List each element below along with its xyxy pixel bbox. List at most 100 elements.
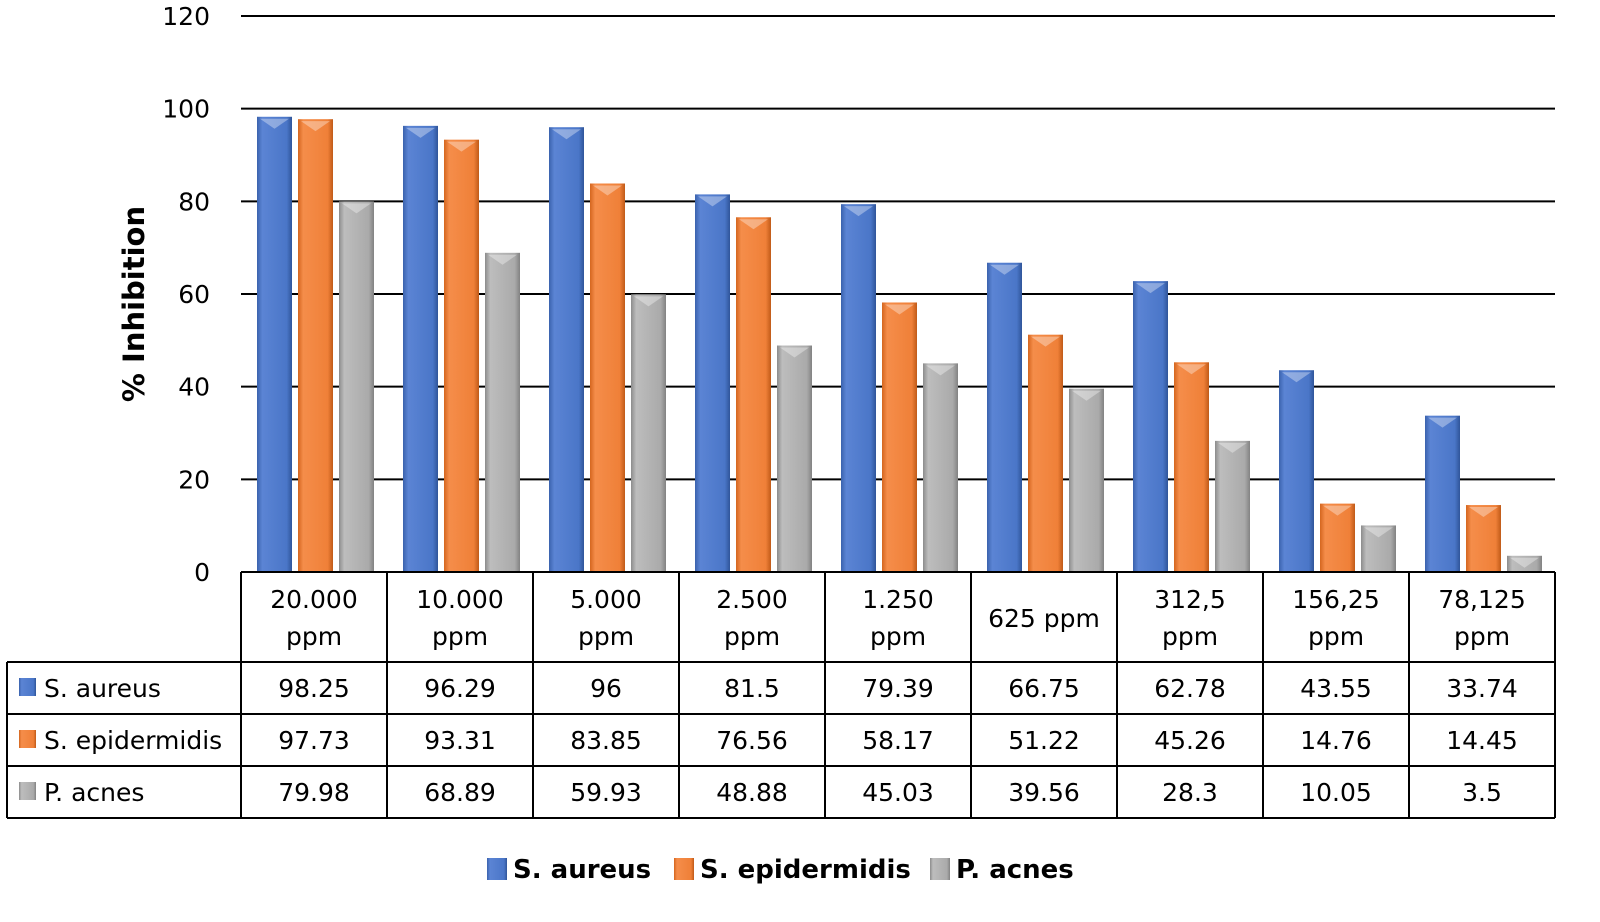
bar-s-aureus xyxy=(695,194,730,572)
bar-p-acnes xyxy=(1069,388,1104,572)
bar-p-acnes xyxy=(339,201,374,572)
bar-highlight xyxy=(1177,364,1206,375)
table-cell: 48.88 xyxy=(716,778,788,807)
bar-p-acnes xyxy=(1215,440,1250,572)
bar-highlight xyxy=(1364,527,1393,538)
bar-highlight xyxy=(1469,507,1498,518)
bar-s-aureus xyxy=(549,127,584,572)
table-cell: 93.31 xyxy=(424,726,496,755)
legend-entry: P. acnes xyxy=(956,855,1074,885)
bar-p-acnes xyxy=(631,294,666,572)
bar-s-aureus xyxy=(1133,281,1168,572)
bar-highlight xyxy=(698,196,727,207)
table-cell: 62.78 xyxy=(1154,674,1226,703)
x-category-label: ppm xyxy=(1308,622,1364,651)
bar-s-epidermidis xyxy=(1028,334,1063,572)
legend-key xyxy=(19,730,36,748)
x-category-label: 78,125 xyxy=(1438,585,1525,614)
bar-p-acnes xyxy=(1361,525,1396,572)
bar-highlight xyxy=(1072,390,1101,401)
table-cell: 96.29 xyxy=(424,674,496,703)
y-tick-label: 0 xyxy=(194,558,210,587)
table-cell: 45.26 xyxy=(1154,726,1226,755)
bar-highlight xyxy=(447,141,476,152)
table-row-label: P. acnes xyxy=(44,778,144,807)
y-tick-label: 80 xyxy=(178,187,210,216)
legend-entry: S. epidermidis xyxy=(700,855,911,885)
bar-highlight xyxy=(342,203,371,214)
bar-highlight xyxy=(1031,336,1060,347)
x-category-label: 1.250 xyxy=(862,585,934,614)
x-category-label: 5.000 xyxy=(570,585,642,614)
x-category-label: 20.000 xyxy=(270,585,357,614)
bar-p-acnes xyxy=(1507,555,1542,572)
bar-highlight xyxy=(1282,372,1311,383)
bar-highlight xyxy=(301,121,330,132)
table-cell: 14.45 xyxy=(1446,726,1518,755)
bar-s-aureus xyxy=(841,204,876,572)
y-tick-label: 60 xyxy=(178,280,210,309)
x-category-label: ppm xyxy=(286,622,342,651)
table-cell: 28.3 xyxy=(1162,778,1218,807)
x-category-label: 2.500 xyxy=(716,585,788,614)
bar-highlight xyxy=(1218,442,1247,453)
table-cell: 66.75 xyxy=(1008,674,1080,703)
table-cell: 33.74 xyxy=(1446,674,1518,703)
y-tick-label: 40 xyxy=(178,373,210,402)
table-cell: 3.5 xyxy=(1462,778,1502,807)
table-cell: 51.22 xyxy=(1008,726,1080,755)
table-row-label: S. epidermidis xyxy=(44,726,222,755)
table-cell: 79.39 xyxy=(862,674,934,703)
table-cell: 97.73 xyxy=(278,726,350,755)
bar-highlight xyxy=(1136,283,1165,294)
legend-key xyxy=(19,782,36,800)
bar-s-epidermidis xyxy=(1174,362,1209,572)
y-tick-label: 20 xyxy=(178,465,210,494)
bar-s-epidermidis xyxy=(444,139,479,572)
bar-s-aureus xyxy=(1279,370,1314,572)
x-category-label: ppm xyxy=(1454,622,1510,651)
bar-highlight xyxy=(488,254,517,265)
bar-highlight xyxy=(885,304,914,315)
table-cell: 58.17 xyxy=(862,726,934,755)
bar-s-epidermidis xyxy=(590,183,625,572)
legend-swatch xyxy=(930,858,950,880)
x-category-label: ppm xyxy=(724,622,780,651)
table-cell: 96 xyxy=(590,674,622,703)
bar-p-acnes xyxy=(777,345,812,572)
table-cell: 45.03 xyxy=(862,778,934,807)
table-cell: 81.5 xyxy=(724,674,780,703)
x-category-label: 156,25 xyxy=(1292,585,1379,614)
bar-highlight xyxy=(260,118,289,129)
bar-s-epidermidis xyxy=(1466,505,1501,572)
bar-p-acnes xyxy=(485,252,520,572)
legend-swatch xyxy=(487,858,507,880)
bar-highlight xyxy=(990,264,1019,275)
table-cell: 14.76 xyxy=(1300,726,1372,755)
table-row-label: S. aureus xyxy=(44,674,161,703)
table-cell: 76.56 xyxy=(716,726,788,755)
x-category-label: 312,5 xyxy=(1154,585,1226,614)
bar-highlight xyxy=(1428,417,1457,428)
legend-swatch xyxy=(674,858,694,880)
bar-highlight xyxy=(593,185,622,196)
bar-s-epidermidis xyxy=(736,217,771,572)
bar-highlight xyxy=(926,365,955,376)
table-cell: 43.55 xyxy=(1300,674,1372,703)
x-category-label: 625 ppm xyxy=(988,604,1100,633)
table-cell: 10.05 xyxy=(1300,778,1372,807)
legend-entry: S. aureus xyxy=(513,855,651,885)
table-cell: 59.93 xyxy=(570,778,642,807)
table-cell: 79.98 xyxy=(278,778,350,807)
bar-s-epidermidis xyxy=(298,119,333,573)
bar-p-acnes xyxy=(923,363,958,572)
bar-highlight xyxy=(552,129,581,140)
bar-highlight xyxy=(1510,557,1539,568)
bar-highlight xyxy=(1323,505,1352,516)
x-category-label: ppm xyxy=(432,622,488,651)
table-cell: 83.85 xyxy=(570,726,642,755)
bar-highlight xyxy=(406,127,435,138)
bar-s-epidermidis xyxy=(1320,503,1355,572)
bar-s-aureus xyxy=(1425,415,1460,572)
